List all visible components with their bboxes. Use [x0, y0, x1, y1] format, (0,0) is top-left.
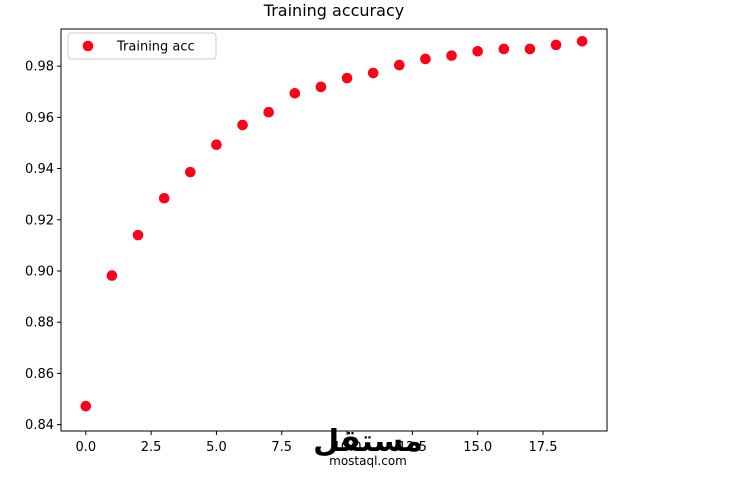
- legend-box: [67, 32, 217, 60]
- data-point: [106, 270, 118, 281]
- y-tick-label: 0.96: [25, 111, 54, 126]
- data-point: [185, 166, 196, 178]
- y-tick-label: 0.98: [25, 60, 54, 75]
- y-tick-label: 0.86: [25, 367, 54, 382]
- axes-frame: [60, 28, 608, 432]
- data-point: [524, 43, 536, 55]
- y-tick-label: 0.90: [25, 264, 54, 279]
- y-tick-label: 0.84: [25, 418, 54, 433]
- x-tick-label: 0.0: [75, 440, 96, 455]
- x-tick-label: 10.0: [333, 440, 362, 455]
- x-tick-label: 15.0: [463, 440, 492, 455]
- data-point: [446, 50, 457, 61]
- legend-marker: [82, 40, 94, 52]
- data-point: [420, 53, 431, 65]
- data-point: [158, 192, 170, 204]
- chart-title: Training accuracy: [263, 1, 404, 20]
- watermark-latin-text: mostaql.com: [329, 454, 407, 468]
- data-point: [132, 229, 144, 241]
- mostaql-watermark: مستقل mostaql.com: [313, 424, 423, 468]
- data-point: [237, 119, 248, 131]
- x-tick-label: 7.5: [271, 440, 292, 455]
- data-point: [576, 35, 588, 47]
- data-point: [315, 81, 327, 93]
- data-point: [550, 39, 562, 51]
- legend: Training acc: [67, 32, 217, 60]
- data-point: [394, 59, 405, 71]
- x-tick-label: 12.5: [398, 440, 427, 455]
- x-tick-label: 17.5: [529, 440, 558, 455]
- data-point: [367, 67, 379, 79]
- data-point: [263, 106, 274, 118]
- y-tick-label: 0.94: [25, 162, 54, 177]
- legend-label: Training acc: [116, 40, 195, 55]
- data-point: [472, 45, 483, 57]
- data-point: [80, 400, 92, 412]
- y-tick-label: 0.92: [25, 213, 54, 228]
- x-tick-label: 2.5: [141, 440, 162, 455]
- y-tick-label: 0.88: [25, 316, 54, 331]
- watermark-arabic-text: مستقل: [313, 424, 423, 459]
- data-point: [289, 87, 301, 99]
- data-point: [211, 139, 222, 151]
- data-point: [498, 43, 510, 55]
- x-tick-label: 5.0: [206, 440, 227, 455]
- data-point: [341, 72, 353, 84]
